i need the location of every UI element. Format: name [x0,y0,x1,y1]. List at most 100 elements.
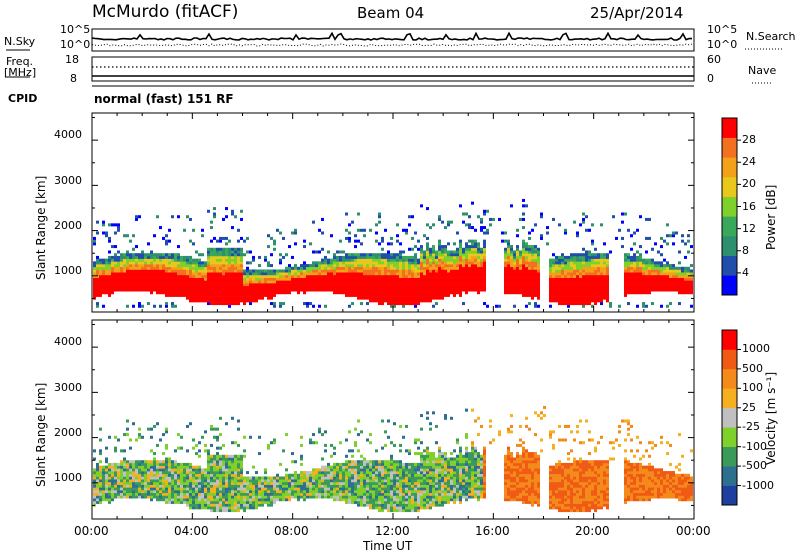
power-cell [147,288,150,292]
velocity-cell [159,465,162,469]
velocity-cell [279,495,282,499]
power-cell [558,302,561,306]
power-cell [228,274,231,278]
power-cell [627,272,630,276]
power-cell [231,280,234,284]
power-cell [411,291,414,295]
power-cell [243,277,246,281]
power-cell [438,264,441,268]
power-cell [426,258,429,262]
velocity-cell [225,509,228,513]
velocity-cell [243,484,246,488]
power-cell [399,272,402,276]
velocity-cell [384,460,387,464]
power-cell [315,269,318,273]
velocity-cell [345,490,348,494]
power-cell [138,302,141,306]
power-cell [660,253,663,257]
velocity-cell [264,500,267,504]
power-cell [519,272,522,276]
power-cell [528,291,531,295]
power-cell [603,255,606,259]
velocity-cell [207,506,210,510]
power-cell [522,217,525,221]
velocity-cell [183,476,186,480]
velocity-cell [354,471,357,475]
velocity-cell [372,462,375,466]
power-cell [636,283,639,287]
power-cell [219,302,222,306]
velocity-cell [198,449,201,453]
power-cell [687,285,690,289]
velocity-cell [381,498,384,502]
velocity-cell [159,473,162,477]
power-cell [630,269,633,273]
power-cell [414,285,417,289]
power-cell [288,280,291,284]
power-cell [435,253,438,257]
power-cell [621,212,624,216]
power-cell [537,293,540,297]
power-cell [558,291,561,295]
power-cell [402,261,405,265]
power-cell [525,247,528,251]
velocity-cell [141,468,144,472]
power-cell [372,277,375,281]
power-cell [576,302,579,306]
velocity-cell [192,473,195,477]
velocity-cell [270,481,273,485]
power-cell [576,261,579,265]
power-cell [507,283,510,287]
power-cell [213,293,216,297]
velocity-cell [285,476,288,480]
power-cell [189,285,192,289]
velocity-cell [204,498,207,502]
velocity-cell [297,479,300,483]
power-cell [168,253,171,257]
power-cell [360,274,363,278]
velocity-cell [189,479,192,483]
power-cell [114,223,117,227]
power-cell [96,288,99,292]
power-cell [249,296,252,300]
velocity-cell [252,479,255,483]
power-cell [348,236,351,240]
power-cell [537,250,540,254]
power-cell [582,302,585,306]
velocity-cell [159,481,162,485]
power-cell [516,288,519,292]
power-cell [375,253,378,257]
power-cell [210,226,213,230]
power-cell [582,266,585,270]
velocity-cell [327,484,330,488]
power-cell [405,269,408,273]
power-cell [519,277,522,281]
power-cell [177,258,180,262]
power-cell [387,302,390,306]
power-cell [120,283,123,287]
power-cell [177,261,180,265]
velocity-cell [132,479,135,483]
velocity-cell [234,454,237,458]
power-cell [381,247,384,251]
power-cell [528,261,531,265]
velocity-cell [384,462,387,466]
power-cell [192,258,195,262]
power-cell [318,304,321,308]
power-cell [345,269,348,273]
power-cell [249,293,252,297]
power-cell [414,296,417,300]
velocity-cell [291,473,294,477]
power-cell [459,258,462,262]
velocity-cell [225,473,228,477]
velocity-cell [243,500,246,504]
velocity-cell [192,500,195,504]
power-cell [621,220,624,224]
power-cell [645,283,648,287]
velocity-cell [393,422,396,426]
velocity-cell [174,462,177,466]
power-cell [159,269,162,273]
power-cell [177,245,180,249]
velocity-cell [318,430,321,434]
velocity-cell [321,468,324,472]
